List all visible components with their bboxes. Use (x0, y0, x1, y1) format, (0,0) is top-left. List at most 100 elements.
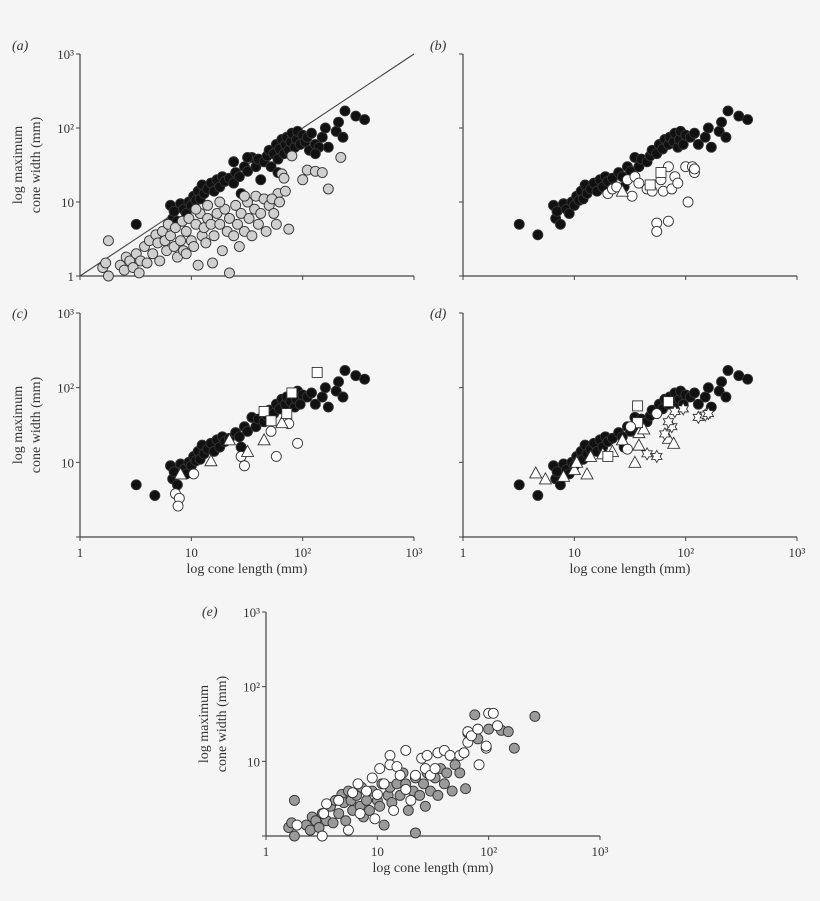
series-open-triangle (173, 415, 289, 480)
point-open-triangle (204, 453, 218, 467)
point-filled-circle (333, 116, 344, 128)
point-grey-circle (246, 230, 258, 242)
point-open-star (662, 414, 675, 429)
point-filled-circle (716, 116, 727, 128)
point-filled-circle (699, 391, 711, 403)
point-filled-circle (242, 425, 254, 437)
point-open-circle (400, 744, 412, 756)
point-filled-circle (702, 122, 714, 134)
point-open-star (658, 427, 671, 441)
y-tick-label: 10 (61, 195, 74, 210)
point-grey-circle (233, 241, 245, 253)
point-grey-circle (165, 230, 176, 242)
point-open-triangle (556, 469, 571, 482)
point-filled-circle (333, 376, 344, 388)
point-dark-grey-circle (508, 742, 520, 754)
point-filled-circle (705, 141, 717, 153)
point-filled-circle (692, 138, 704, 150)
point-open-triangle (628, 455, 642, 468)
point-filled-circle (339, 105, 351, 117)
series-open-star (641, 401, 715, 464)
point-filled-circle (242, 165, 254, 177)
point-grey-circle (268, 208, 280, 219)
point-grey-circle (286, 150, 298, 162)
point-open-triangle (636, 422, 651, 435)
point-open-circle (354, 808, 366, 819)
point-open-triangle (615, 184, 630, 197)
x-tick-label: 1 (77, 545, 84, 560)
point-filled-circle (149, 490, 161, 501)
point-open-circle (458, 747, 470, 759)
panel-label: (e) (202, 605, 218, 620)
series-filled-circle (513, 365, 754, 501)
point-open-circle (672, 177, 684, 189)
point-filled-circle (322, 141, 334, 153)
panel-label: (c) (12, 307, 28, 322)
panel-label: (b) (430, 39, 447, 54)
point-dark-grey-circle (469, 709, 481, 721)
point-grey-circle (260, 225, 272, 237)
point-filled-circle (554, 218, 566, 230)
point-open-triangle (567, 462, 582, 476)
point-open-circle (384, 749, 396, 761)
point-filled-circle (720, 131, 732, 143)
x-axis-label: log cone length (mm) (187, 562, 308, 577)
point-grey-circle (278, 172, 290, 184)
point-open-circle (378, 778, 390, 790)
point-open-square (286, 387, 298, 399)
point-grey-circle (207, 257, 218, 269)
point-filled-circle (265, 161, 277, 173)
point-open-circle (316, 830, 328, 842)
point-filled-circle (322, 401, 334, 413)
point-grey-circle (230, 199, 242, 211)
point-open-circle (366, 772, 378, 784)
series-open-triangle (528, 422, 681, 485)
y-axis-label: log maximum (11, 126, 26, 204)
point-filled-circle (233, 171, 245, 183)
point-grey-circle (252, 218, 264, 230)
point-open-triangle (569, 455, 584, 468)
series-open-circle (291, 707, 503, 842)
point-open-circle (333, 794, 345, 806)
point-grey-circle (322, 183, 334, 195)
y-axis-label: cone width (mm) (29, 376, 44, 473)
point-grey-circle (274, 196, 286, 208)
y-tick-label: 10 (61, 455, 74, 470)
point-open-circle (270, 450, 282, 462)
series-filled-circle (130, 365, 371, 501)
panel-c: (c) 10 10² 10³ 1 10 10² 10³ log cone length (mm)… (11, 306, 423, 577)
point-open-circle (394, 769, 406, 781)
point-dark-grey-circle (432, 789, 444, 801)
point-open-circle (172, 500, 184, 512)
point-open-square (644, 179, 656, 191)
y-tick-label: 10² (57, 121, 74, 136)
x-axis-label: log cone length (mm) (570, 562, 691, 577)
point-open-circle (400, 784, 412, 795)
x-tick-label: 10³ (592, 844, 609, 859)
x-tick-label: 10³ (406, 545, 423, 560)
point-grey-circle (102, 270, 114, 282)
point-filled-circle (742, 114, 754, 126)
point-filled-circle (233, 431, 245, 443)
point-grey-circle (102, 235, 114, 247)
point-open-circle (291, 819, 303, 831)
point-grey-circle (224, 212, 235, 224)
point-filled-circle (699, 131, 711, 143)
point-dark-grey-circle (438, 778, 450, 790)
point-open-square (632, 400, 644, 412)
point-open-circle (622, 443, 633, 455)
x-tick-label: 10 (568, 545, 581, 560)
y-axis-label: log maximum (11, 386, 26, 464)
y-tick-label: 10³ (57, 306, 74, 321)
point-open-star (702, 406, 715, 421)
point-dark-grey-circle (529, 710, 541, 722)
series-open-triangle (615, 184, 630, 197)
point-grey-circle (208, 230, 220, 242)
panel-label: (d) (430, 307, 447, 322)
x-tick-label: 10 (185, 545, 198, 560)
point-grey-circle (147, 248, 159, 260)
point-filled-circle (339, 365, 351, 376)
point-open-circle (487, 707, 499, 719)
point-dark-grey-circle (418, 778, 429, 790)
point-grey-circle (202, 199, 214, 211)
